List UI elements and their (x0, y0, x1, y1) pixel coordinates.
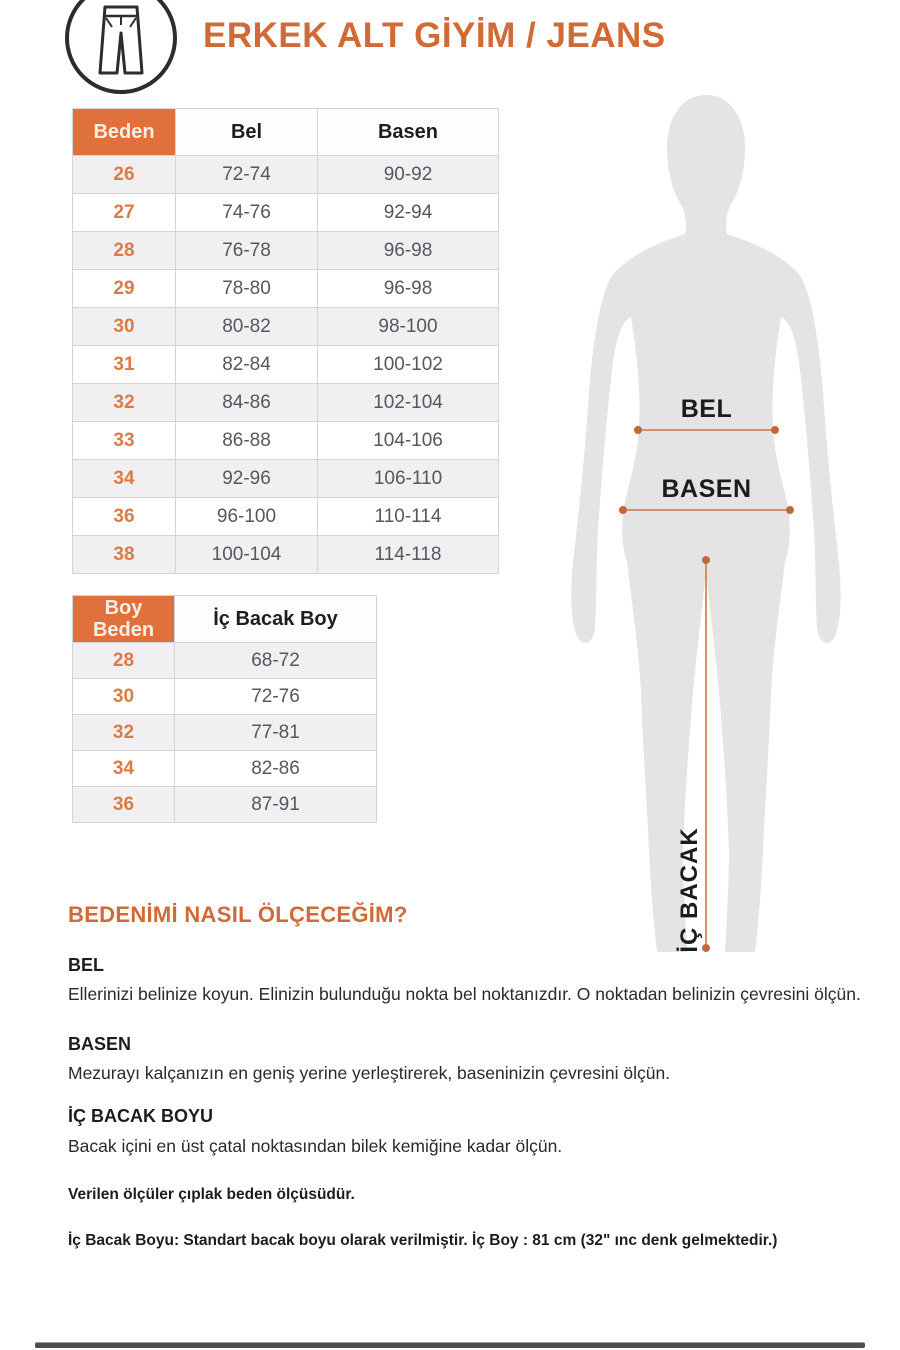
bel-line-left-dot (634, 426, 642, 434)
range-cell: 100-102 (317, 345, 499, 384)
size-cell: 28 (72, 231, 176, 270)
range-cell: 110-114 (317, 497, 499, 536)
table-row: 27 74-76 92-94 (72, 193, 499, 232)
range-cell: 82-84 (175, 345, 318, 384)
table-row: 36 96-100 110-114 (72, 497, 499, 536)
inseam-section-text: Bacak içini en üst çatal noktasından bil… (68, 1136, 563, 1156)
measure-column-header: Bel (175, 108, 318, 156)
table-row: 30 80-82 98-100 (72, 307, 499, 346)
table-row: 32 77-81 (72, 714, 377, 751)
range-cell: 84-86 (175, 383, 318, 422)
range-cell: 82-86 (174, 750, 377, 787)
table-row: 29 78-80 96-98 (72, 269, 499, 308)
size-cell: 36 (72, 497, 176, 536)
range-cell: 72-74 (175, 155, 318, 194)
body-measurement-figure: BEL BASEN İÇ BACAK (563, 92, 873, 956)
range-cell: 90-92 (317, 155, 499, 194)
length-table: Boy Beden İç Bacak Boy 28 68-72 30 72-76 32 77… (72, 595, 377, 823)
range-cell: 98-100 (317, 307, 499, 346)
inseam-section-title: İÇ BACAK BOYU (68, 1106, 214, 1126)
range-cell: 106-110 (317, 459, 499, 498)
size-cell: 36 (72, 786, 175, 823)
basen-measure-label: BASEN (661, 475, 752, 503)
table-row: 38 100-104 114-118 (72, 535, 499, 574)
size-table-header-row: Beden Bel Basen (72, 108, 499, 156)
range-cell: 102-104 (317, 383, 499, 422)
table-row: 33 86-88 104-106 (72, 421, 499, 460)
table-row: 31 82-84 100-102 (72, 345, 499, 384)
size-cell: 33 (72, 421, 176, 460)
size-cell: 26 (72, 155, 176, 194)
range-cell: 100-104 (175, 535, 318, 574)
range-cell: 77-81 (174, 714, 377, 751)
range-cell: 104-106 (317, 421, 499, 460)
size-table: Beden Bel Basen 26 72-74 90-92 27 74-76 92-94 28… (72, 108, 499, 574)
table-row: 30 72-76 (72, 678, 377, 715)
range-cell: 114-118 (317, 535, 499, 574)
range-cell: 80-82 (175, 307, 318, 346)
page-title: ERKEK ALT GİYİM / JEANS (203, 16, 666, 55)
basen-measure-line (623, 509, 790, 511)
table-row: 32 84-86 102-104 (72, 383, 499, 422)
range-cell: 92-96 (175, 459, 318, 498)
table-row: 36 87-91 (72, 786, 377, 823)
inseam-measure-line (705, 560, 707, 948)
bel-section-text: Ellerinizi belinize koyun. Elinizin bulu… (68, 984, 861, 1004)
bel-measure-label: BEL (680, 395, 733, 423)
range-cell: 72-76 (174, 678, 377, 715)
range-cell: 96-98 (317, 269, 499, 308)
range-cell: 86-88 (175, 421, 318, 460)
range-cell: 92-94 (317, 193, 499, 232)
table-row: 28 76-78 96-98 (72, 231, 499, 270)
size-cell: 38 (72, 535, 176, 574)
bel-measure-line (638, 429, 775, 431)
length-table-header-row: Boy Beden İç Bacak Boy (72, 595, 377, 643)
howto-heading: BEDENİMİ NASIL ÖLÇECEĞİM? (68, 902, 408, 927)
size-cell: 29 (72, 269, 176, 308)
range-cell: 96-100 (175, 497, 318, 536)
range-cell: 78-80 (175, 269, 318, 308)
size-cell: 34 (72, 459, 176, 498)
range-cell: 96-98 (317, 231, 499, 270)
table-row: 28 68-72 (72, 642, 377, 679)
inseam-line-top-dot (702, 556, 710, 564)
size-cell: 31 (72, 345, 176, 384)
basen-section-title: BASEN (68, 1034, 132, 1054)
size-cell: 32 (72, 383, 176, 422)
size-cell: 34 (72, 750, 175, 787)
basen-line-right-dot (786, 506, 794, 514)
table-row: 34 82-86 (72, 750, 377, 787)
measure-column-header: Basen (317, 108, 499, 156)
measure-column-header: İç Bacak Boy (174, 595, 377, 643)
bel-section-title: BEL (68, 955, 104, 975)
inseam-measure-label: İÇ BACAK (676, 827, 703, 953)
range-cell: 74-76 (175, 193, 318, 232)
size-cell: 30 (72, 678, 175, 715)
range-cell: 76-78 (175, 231, 318, 270)
table-row: 34 92-96 106-110 (72, 459, 499, 498)
range-cell: 87-91 (174, 786, 377, 823)
inseam-line-bottom-dot (702, 944, 710, 952)
size-cell: 28 (72, 642, 175, 679)
basen-line-left-dot (619, 506, 627, 514)
male-silhouette (571, 95, 841, 952)
jeans-icon (61, 0, 181, 99)
size-column-header: Boy Beden (72, 595, 175, 643)
bel-line-right-dot (771, 426, 779, 434)
note-nude-measurements: Verilen ölçüler çıplak beden ölçüsüdür. (68, 1186, 355, 1203)
size-column-header: Beden (72, 108, 176, 156)
bottom-bar (35, 1342, 865, 1348)
range-cell: 68-72 (174, 642, 377, 679)
note-inseam-standard: İç Bacak Boyu: Standart bacak boyu olara… (68, 1232, 778, 1249)
size-cell: 32 (72, 714, 175, 751)
size-cell: 27 (72, 193, 176, 232)
basen-section-text: Mezurayı kalçanızın en geniş yerine yerl… (68, 1063, 671, 1083)
size-cell: 30 (72, 307, 176, 346)
table-row: 26 72-74 90-92 (72, 155, 499, 194)
